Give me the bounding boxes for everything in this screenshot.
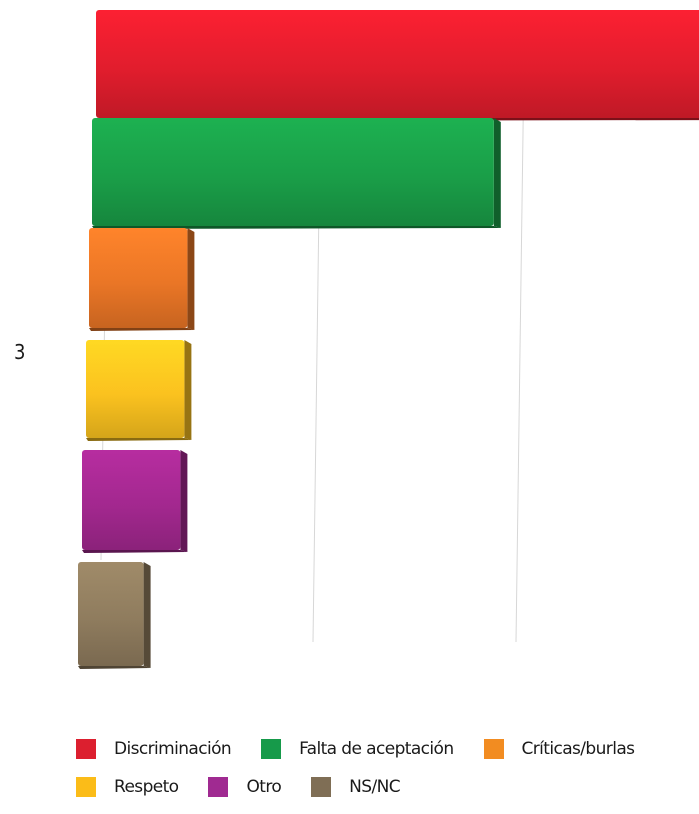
gridline [515, 59, 525, 643]
bar-face [92, 118, 494, 226]
legend-swatch [76, 739, 96, 759]
bar-2 [92, 118, 501, 229]
bar-3 [89, 228, 195, 331]
bar-1 [96, 10, 699, 121]
legend-item: Discriminación [76, 739, 232, 759]
legend-swatch [76, 777, 96, 797]
legend-row: Respeto Otro NS/NC [76, 770, 696, 804]
legend-item: Críticas/burlas [483, 739, 635, 759]
axis-tick-label: 3 [14, 340, 26, 364]
legend-label: Falta de aceptación [299, 739, 454, 759]
legend-item: Otro [208, 777, 282, 797]
bar-face [89, 228, 188, 328]
legend-label: Respeto [114, 777, 179, 797]
bar-face [78, 562, 144, 666]
legend-label: Críticas/burlas [521, 739, 635, 759]
bar-5 [82, 450, 188, 553]
legend-label: Otro [246, 777, 282, 797]
legend-item: Falta de aceptación [261, 739, 454, 759]
bar-face [86, 340, 185, 438]
bar-6 [78, 562, 151, 669]
chart-bars [78, 10, 699, 669]
legend-label: NS/NC [349, 777, 400, 797]
bar-4 [86, 340, 192, 441]
legend-swatch [261, 739, 282, 759]
legend-label: Discriminación [114, 739, 232, 759]
legend-swatch [483, 739, 504, 759]
chart-legend: Discriminación Falta de aceptación Crítica… [76, 732, 696, 808]
legend-swatch [311, 777, 332, 797]
legend-item: NS/NC [311, 777, 401, 797]
bar-face [96, 10, 699, 118]
legend-item: Respeto [76, 777, 179, 797]
bar-face [82, 450, 181, 550]
legend-row: Discriminación Falta de aceptación Crítica… [76, 732, 696, 766]
legend-swatch [208, 777, 229, 797]
